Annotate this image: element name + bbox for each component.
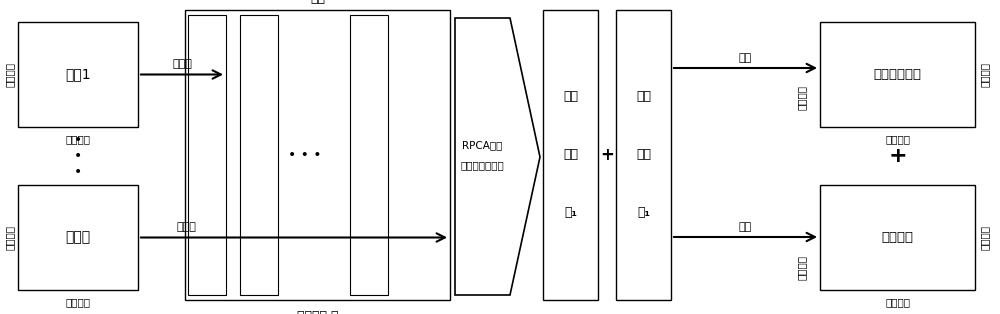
Bar [543,10,598,300]
Polygon shape [455,18,540,295]
Text: Ｓ₁: Ｓ₁ [564,207,577,219]
Text: 距离单元: 距离单元 [885,297,910,307]
Bar [820,22,975,127]
Text: 通道Ｍ: 通道Ｍ [65,230,91,245]
Text: •
•
•: • • • [74,133,82,179]
Text: 方位单元: 方位单元 [5,62,15,87]
Text: 原始矩阵 Ｘ: 原始矩阵 Ｘ [297,310,338,314]
Bar [188,15,226,295]
Text: 杂波矩阵: 杂波矩阵 [882,231,914,244]
Bar [820,185,975,290]
Text: +: + [600,146,614,164]
Text: 向量: 向量 [563,149,578,161]
Bar [240,15,278,295]
Text: 方位单元: 方位单元 [980,62,990,87]
Text: Ｌ₁: Ｌ₁ [637,207,650,219]
Text: 方位单元: 方位单元 [797,85,807,111]
Text: 堆叠: 堆叠 [310,0,325,4]
Bar [18,185,138,290]
Text: 方位单元: 方位单元 [797,255,807,279]
Text: 向量: 向量 [636,149,651,161]
Text: 向量化: 向量化 [177,223,196,232]
Text: 通道1: 通道1 [65,68,91,82]
Text: 还原: 还原 [739,53,752,63]
Text: 距离单元: 距离单元 [66,297,90,307]
Text: （取第一通道）: （取第一通道） [461,160,504,170]
Text: 方位单元: 方位单元 [5,225,15,250]
Bar [350,15,388,295]
Text: RPCA分解: RPCA分解 [462,140,503,150]
Text: • • •: • • • [288,148,322,162]
Text: 距离单元: 距离单元 [66,134,90,144]
Text: 低秩: 低秩 [636,90,651,104]
Bar [18,22,138,127]
Text: 方位单元: 方位单元 [980,225,990,250]
Text: 目标检测结果: 目标检测结果 [874,68,922,81]
Text: 还原: 还原 [739,222,752,232]
Text: 向量化: 向量化 [172,59,192,69]
Text: 距离单元: 距离单元 [885,134,910,144]
Bar [185,10,450,300]
Text: 稀疏: 稀疏 [563,90,578,104]
Text: +: + [888,146,907,166]
Bar [616,10,671,300]
